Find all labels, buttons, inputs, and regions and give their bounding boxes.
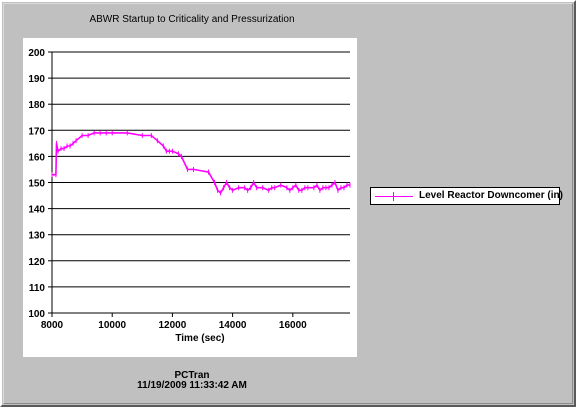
y-tick-label: 200 bbox=[28, 48, 45, 59]
frame-bevel bbox=[3, 3, 573, 404]
y-tick-label: 190 bbox=[28, 74, 45, 85]
x-axis-label: Time (sec) bbox=[175, 333, 225, 344]
y-tick-label: 140 bbox=[28, 205, 45, 216]
footer-app-name: PCTran bbox=[174, 370, 210, 381]
y-tick-label: 150 bbox=[28, 179, 45, 190]
legend-swatch-line bbox=[375, 196, 413, 197]
legend: Level Reactor Downcomer (in) bbox=[370, 187, 563, 205]
legend-series-label: Level Reactor Downcomer (in) bbox=[419, 190, 563, 201]
y-tick-label: 170 bbox=[28, 126, 45, 137]
footer: PCTran 11/19/2009 11:33:42 AM bbox=[0, 371, 384, 391]
y-tick-label: 120 bbox=[28, 257, 45, 268]
x-tick-label: 14000 bbox=[219, 320, 247, 331]
y-tick-label: 130 bbox=[28, 231, 45, 242]
footer-timestamp: 11/19/2009 11:33:42 AM bbox=[137, 380, 247, 391]
y-tick-label: 180 bbox=[28, 100, 45, 111]
x-tick-label: 16000 bbox=[279, 320, 307, 331]
chart-title: ABWR Startup to Criticality and Pressuri… bbox=[89, 14, 295, 25]
series-line bbox=[52, 132, 350, 195]
plot-background bbox=[23, 38, 357, 357]
y-tick-label: 100 bbox=[28, 309, 45, 320]
legend-swatch-marker bbox=[393, 192, 394, 201]
x-tick-label: 8000 bbox=[41, 320, 64, 331]
y-tick-label: 110 bbox=[29, 283, 46, 294]
y-tick-label: 160 bbox=[28, 152, 45, 163]
x-tick-label: 12000 bbox=[158, 320, 186, 331]
x-tick-label: 10000 bbox=[98, 320, 126, 331]
